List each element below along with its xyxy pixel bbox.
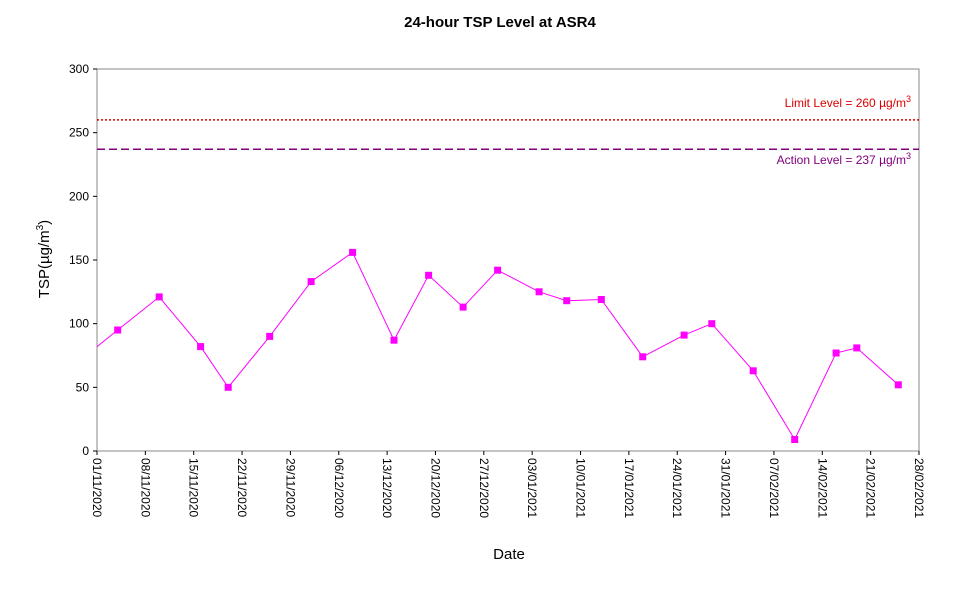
x-tick-label: 13/12/2020	[380, 458, 394, 518]
data-point	[155, 293, 163, 301]
data-point	[791, 436, 799, 443]
data-point	[832, 349, 840, 357]
y-axis: 0 50 100 150 200 250 300	[69, 62, 97, 458]
data-point	[749, 367, 757, 375]
x-tick-label: 20/12/2020	[428, 458, 442, 518]
data-point	[853, 344, 861, 352]
data-point	[307, 278, 315, 286]
y-tick-label: 50	[76, 380, 90, 394]
data-point	[224, 383, 232, 391]
data-point	[459, 303, 467, 311]
chart-title: 24-hour TSP Level at ASR4	[404, 14, 596, 31]
data-point	[197, 343, 205, 351]
x-tick-label: 07/02/2021	[767, 458, 781, 518]
y-tick-label: 250	[69, 126, 89, 140]
x-tick-label: 08/11/2020	[138, 458, 152, 517]
data-point	[349, 248, 357, 256]
data-point	[563, 297, 571, 305]
y-axis-label: TSP(µg/m3)	[35, 220, 53, 298]
x-tick-label: 14/02/2021	[815, 458, 829, 518]
data-point	[708, 320, 716, 328]
series-layer	[96, 248, 902, 443]
x-axis-label: Date	[493, 546, 525, 563]
data-point	[114, 326, 122, 334]
series-line	[96, 251, 899, 441]
data-point	[535, 288, 543, 296]
data-point	[494, 266, 502, 274]
data-point	[894, 381, 902, 389]
y-tick-label: 200	[69, 189, 89, 203]
x-tick-label: 22/11/2020	[235, 458, 249, 517]
x-tick-label: 10/01/2021	[574, 458, 588, 518]
x-axis: 01/11/2020 08/11/2020 15/11/2020 22/11/2020…	[90, 451, 926, 518]
data-point	[597, 296, 605, 303]
x-tick-label: 29/11/2020	[283, 458, 297, 517]
y-tick-label: 150	[69, 253, 89, 267]
data-point	[266, 332, 274, 340]
y-tick-label: 300	[69, 62, 89, 76]
x-tick-label: 01/11/2020	[90, 458, 104, 517]
x-tick-label: 03/01/2021	[525, 458, 539, 518]
x-tick-label: 31/01/2021	[719, 458, 733, 518]
data-point	[639, 353, 647, 361]
y-axis-label-unit: µg/m	[36, 230, 53, 264]
reference-line-label: Limit Level = 260 µg/m3	[785, 94, 911, 110]
data-point	[680, 331, 688, 339]
y-tick-label: 0	[82, 444, 89, 458]
y-axis-label-sup: 3	[35, 224, 46, 230]
x-tick-label: 15/11/2020	[187, 458, 201, 517]
y-tick-label: 100	[69, 317, 89, 331]
x-tick-label: 21/02/2021	[864, 458, 878, 518]
x-tick-label: 27/12/2020	[477, 458, 491, 518]
x-tick-label: 24/01/2021	[670, 458, 684, 518]
x-tick-label: 28/02/2021	[912, 458, 926, 518]
data-point	[425, 271, 433, 279]
y-axis-label-prefix: TSP(	[36, 264, 53, 298]
data-point	[390, 336, 398, 344]
x-tick-label: 06/12/2020	[332, 458, 346, 518]
x-tick-label: 17/01/2021	[622, 458, 636, 518]
reference-line-label: Action Level = 237 µg/m3	[777, 151, 911, 167]
y-axis-label-suffix: )	[36, 220, 53, 225]
plot-area	[96, 68, 920, 452]
